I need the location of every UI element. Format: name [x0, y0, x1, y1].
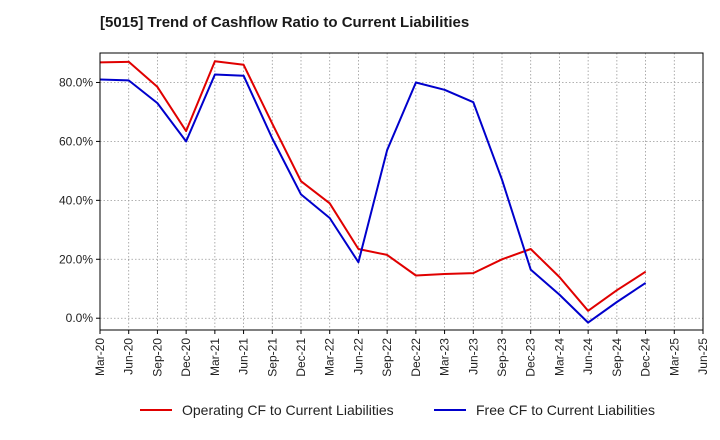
x-tick-label: Jun-25 — [696, 338, 710, 375]
legend-label-free-cf: Free CF to Current Liabilities — [476, 402, 655, 418]
x-axis-ticks: Mar-20 Jun-20 Sep-20 Dec-20 Mar-21 Jun-21 Sep-… — [93, 330, 710, 377]
x-tick-label: Jun-23 — [466, 338, 480, 375]
legend: Operating CF to Current Liabilities Free… — [0, 402, 720, 426]
series-lines — [99, 60, 647, 324]
series-line-free-cf — [99, 73, 647, 324]
x-tick-label: Mar-22 — [323, 338, 337, 376]
x-tick-label: Jun-20 — [122, 338, 136, 375]
legend-swatch-operating-cf — [140, 409, 172, 411]
x-tick-label: Dec-23 — [524, 338, 538, 377]
x-tick-label: Mar-25 — [667, 338, 681, 376]
y-tick-label: 40.0% — [59, 193, 93, 207]
x-tick-label: Sep-24 — [610, 338, 624, 377]
legend-swatch-free-cf — [434, 409, 466, 411]
line-chart: 0.0% 20.0% 40.0% 60.0% 80.0% Mar-20 Jun-20 Sep… — [59, 52, 710, 377]
legend-label-operating-cf: Operating CF to Current Liabilities — [182, 402, 394, 418]
y-tick-label: 80.0% — [59, 75, 93, 89]
x-tick-label: Dec-24 — [639, 338, 653, 377]
chart-title: [5015] Trend of Cashflow Ratio to Curren… — [100, 14, 470, 31]
y-axis-ticks: 0.0% 20.0% 40.0% 60.0% 80.0% — [59, 75, 100, 325]
grid-lines — [100, 53, 703, 330]
x-tick-label: Mar-24 — [552, 338, 566, 376]
y-tick-label: 0.0% — [66, 311, 94, 325]
x-tick-label: Mar-20 — [93, 338, 107, 376]
legend-item-operating-cf: Operating CF to Current Liabilities — [140, 402, 394, 418]
x-tick-label: Jun-22 — [351, 338, 365, 375]
x-tick-label: Sep-21 — [265, 338, 279, 377]
x-tick-label: Dec-22 — [409, 338, 423, 377]
legend-item-free-cf: Free CF to Current Liabilities — [434, 402, 655, 418]
x-tick-label: Jun-21 — [237, 338, 251, 375]
x-tick-label: Dec-21 — [294, 338, 308, 377]
x-tick-label: Jun-24 — [581, 338, 595, 375]
plot-frame — [99, 52, 704, 331]
x-tick-label: Dec-20 — [179, 338, 193, 377]
x-tick-label: Sep-20 — [150, 338, 164, 377]
x-tick-label: Mar-21 — [208, 338, 222, 376]
series-line-operating-cf — [99, 60, 647, 312]
x-tick-label: Sep-23 — [495, 338, 509, 377]
y-tick-label: 60.0% — [59, 134, 93, 148]
y-tick-label: 20.0% — [59, 252, 93, 266]
x-tick-label: Mar-23 — [438, 338, 452, 376]
x-tick-label: Sep-22 — [380, 338, 394, 377]
